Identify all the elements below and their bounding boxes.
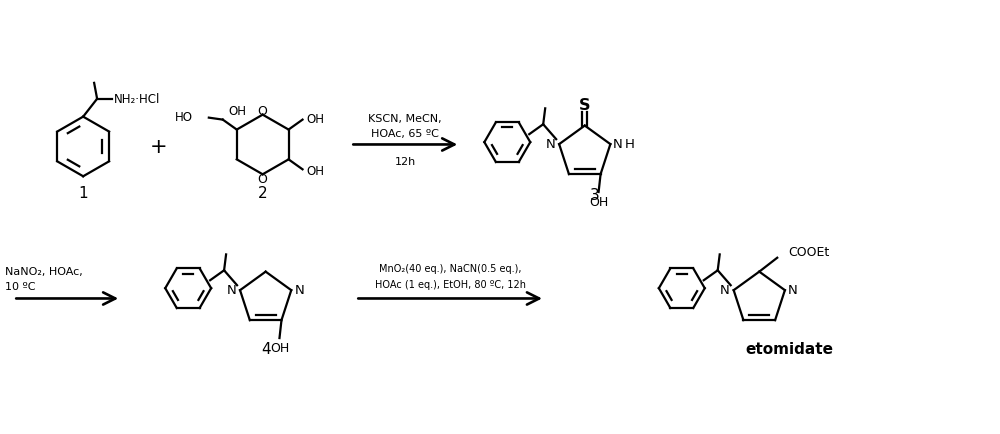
Text: 3: 3 [590, 187, 600, 202]
Text: NaNO₂, HOAc,: NaNO₂, HOAc, [5, 266, 83, 276]
Text: OH: OH [589, 196, 608, 209]
Text: MnO₂(40 eq.), NaCN(0.5 eq.),: MnO₂(40 eq.), NaCN(0.5 eq.), [379, 263, 521, 273]
Text: +: + [150, 137, 168, 157]
Text: 2: 2 [258, 185, 267, 200]
Text: NH₂·HCl: NH₂·HCl [114, 93, 160, 106]
Text: N: N [294, 283, 304, 296]
Text: OH: OH [306, 113, 324, 126]
Text: KSCN, MeCN,: KSCN, MeCN, [368, 113, 442, 123]
Text: O: O [258, 172, 268, 185]
Text: OH: OH [270, 342, 289, 355]
Text: N: N [720, 283, 730, 296]
Text: S: S [579, 98, 591, 113]
Text: OH: OH [229, 105, 247, 117]
Text: COOEt: COOEt [789, 246, 830, 259]
Text: O: O [258, 105, 268, 118]
Text: N: N [612, 137, 622, 150]
Text: OH: OH [306, 164, 324, 178]
Text: 1: 1 [78, 185, 88, 200]
Text: HOAc, 65 ºC: HOAc, 65 ºC [371, 128, 439, 138]
Text: N: N [788, 283, 798, 296]
Text: 4: 4 [261, 341, 270, 356]
Text: HOAc (1 eq.), EtOH, 80 ºC, 12h: HOAc (1 eq.), EtOH, 80 ºC, 12h [375, 279, 526, 289]
Text: 12h: 12h [395, 157, 416, 167]
Text: N: N [226, 283, 236, 296]
Text: H: H [624, 137, 634, 150]
Text: HO: HO [175, 111, 193, 124]
Text: 10 ºC: 10 ºC [5, 281, 36, 291]
Text: N: N [545, 137, 555, 150]
Text: etomidate: etomidate [745, 341, 833, 356]
